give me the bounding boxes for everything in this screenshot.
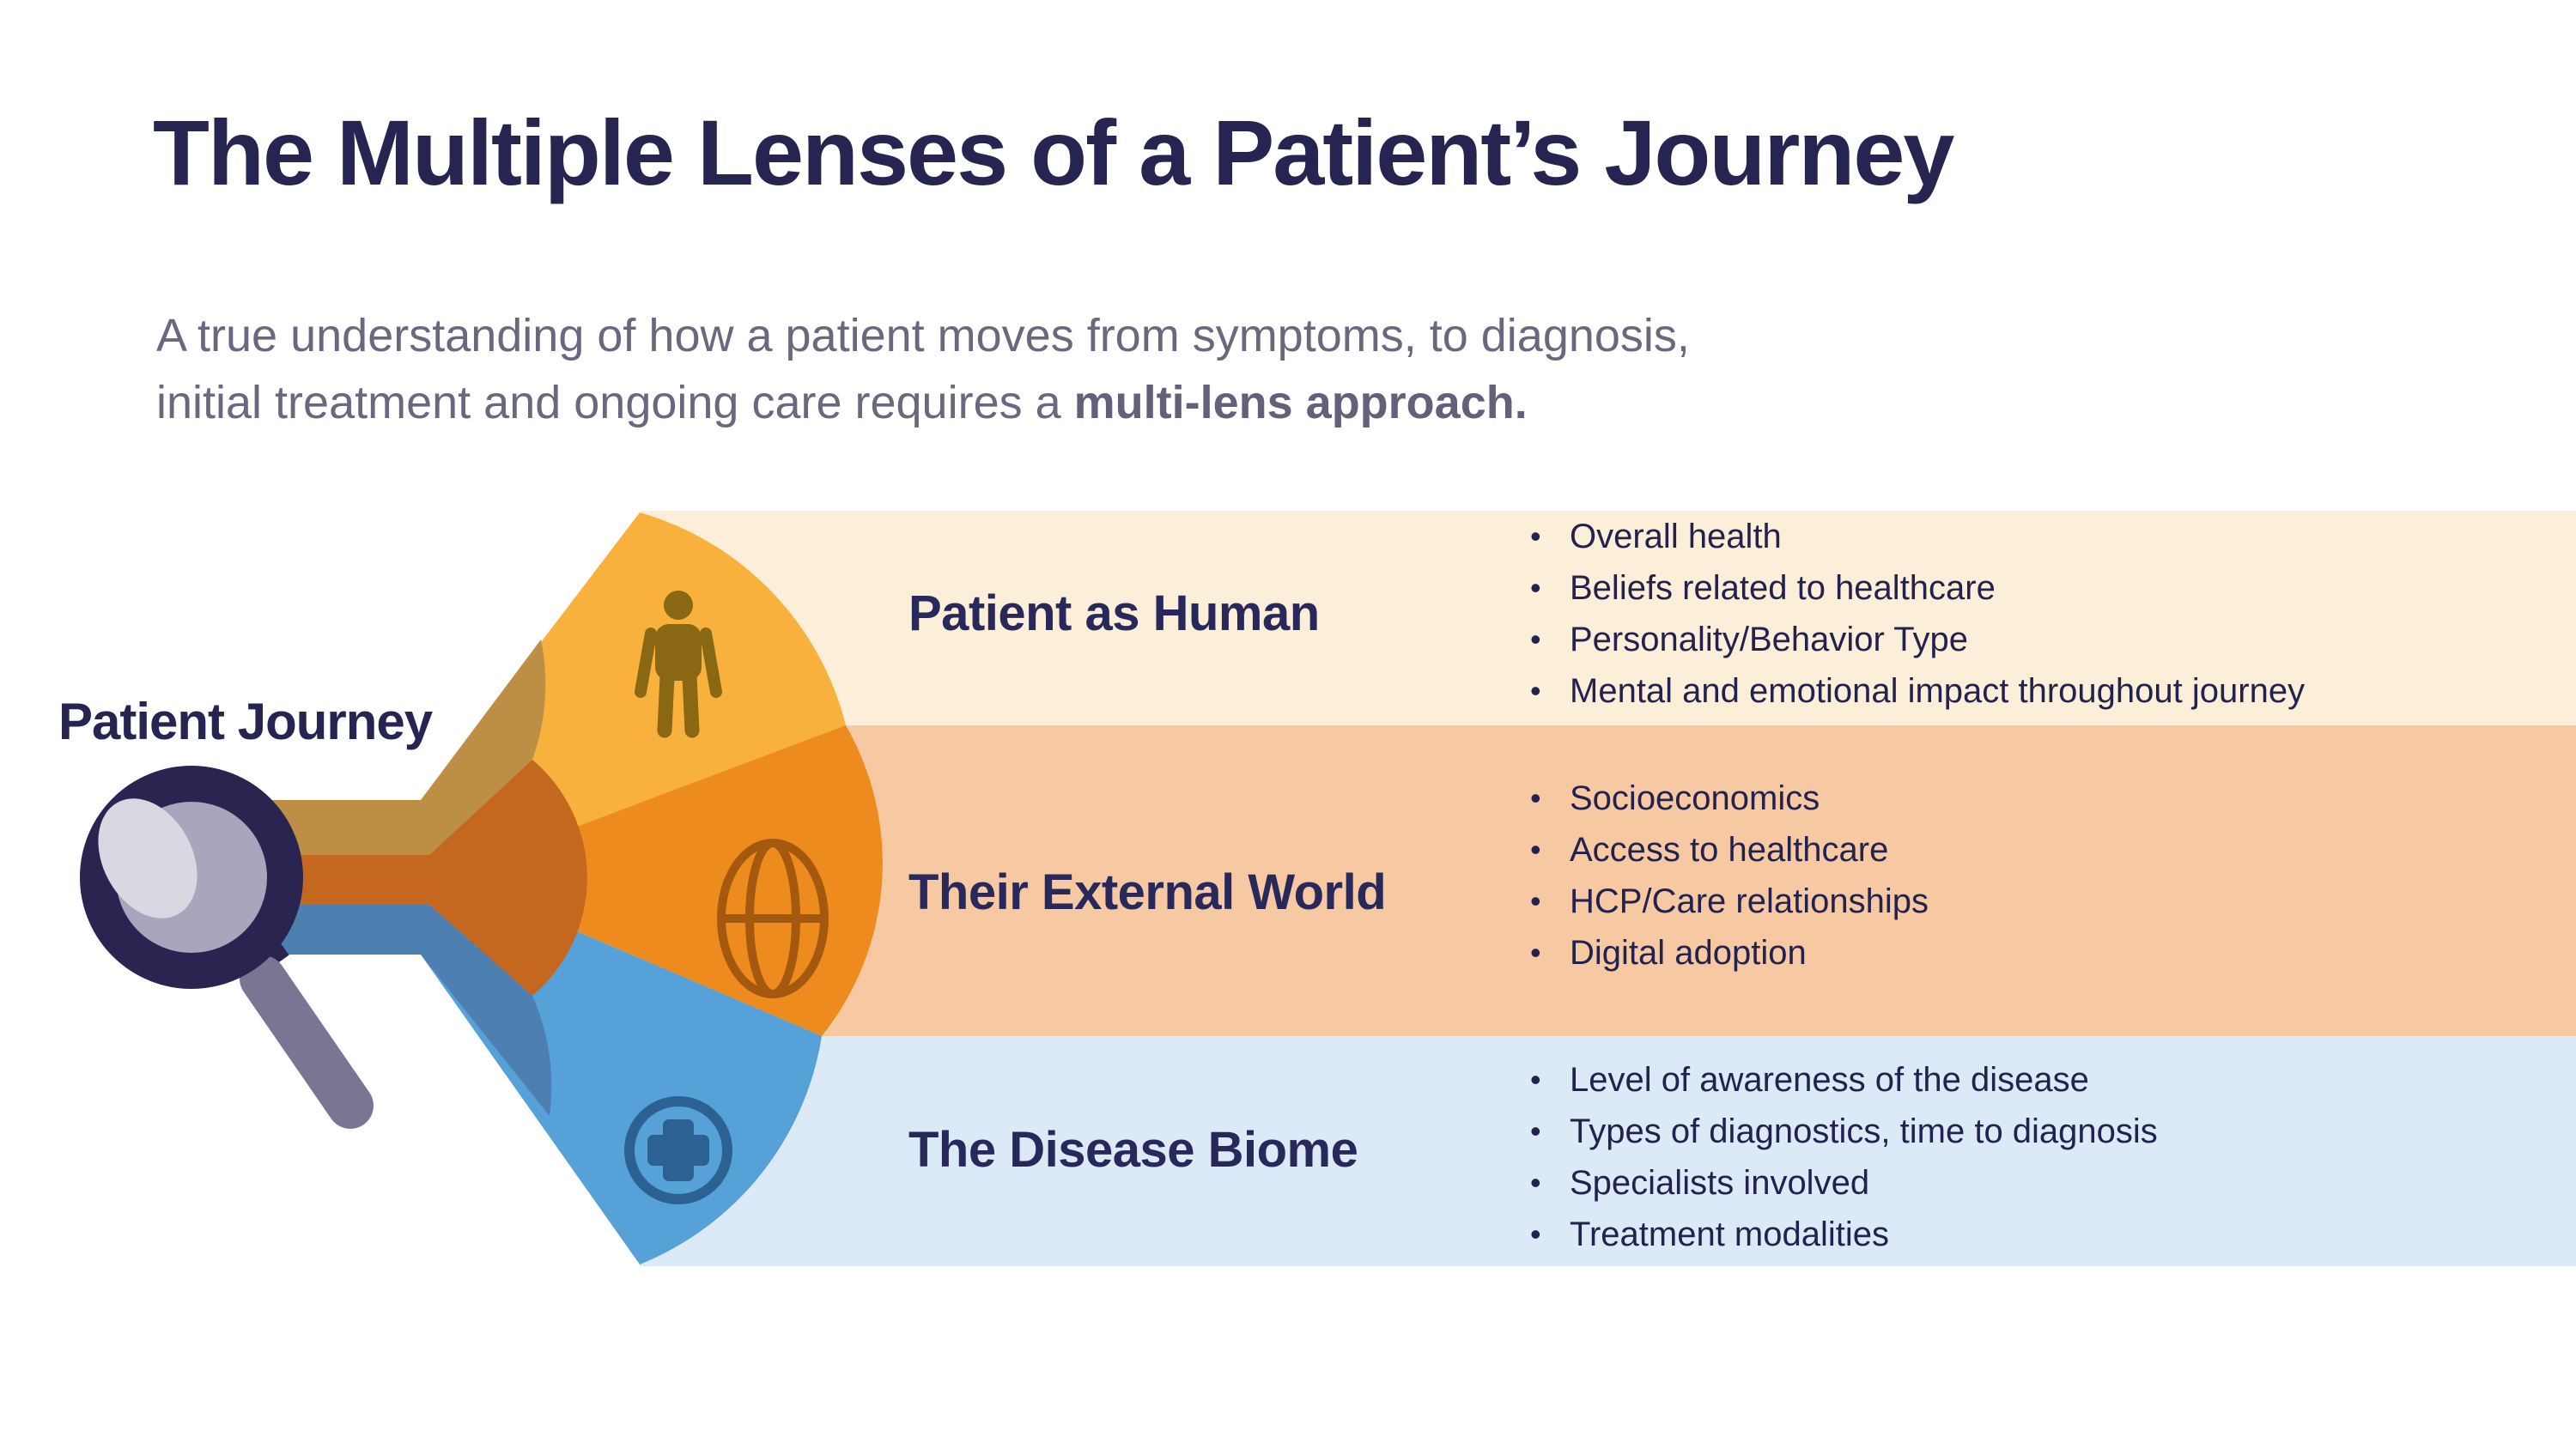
beam-their-external-world [219, 760, 587, 996]
bullet-item: Personality/Behavior Type [1528, 614, 2305, 665]
bullet-item: Socioeconomics [1528, 773, 1929, 824]
bullet-item: Treatment modalities [1528, 1209, 2158, 1260]
subtitle-line-2-bold: multi-lens approach. [1073, 377, 1528, 428]
bullet-item: Access to healthcare [1528, 824, 1929, 876]
bullet-text: Treatment modalities [1570, 1216, 1889, 1253]
bullet-text: Digital adoption [1570, 934, 1807, 972]
bullet-list-patient-as-human: Overall health Beliefs related to health… [1528, 511, 2305, 717]
wedge-their-external-world [447, 725, 883, 1036]
bullet-item: Overall health [1528, 511, 2305, 562]
subtitle-line-2-regular: initial treatment and ongoing care requi… [156, 377, 1074, 428]
beam-the-disease-biome [219, 905, 552, 1116]
lens-heading-patient-as-human: Patient as Human [908, 585, 1320, 641]
bullet-text: Personality/Behavior Type [1570, 621, 1968, 658]
bullet-text: Mental and emotional impact throughout j… [1570, 672, 2306, 710]
lens-heading-the-disease-biome: The Disease Biome [908, 1122, 1358, 1178]
magnifier-label: Patient Journey [58, 693, 433, 750]
bullet-item: Types of diagnostics, time to diagnosis [1528, 1106, 2158, 1157]
bullet-item: Digital adoption [1528, 927, 1929, 979]
subtitle-line-2: initial treatment and ongoing care requi… [156, 369, 1690, 436]
bullet-item: Mental and emotional impact throughout j… [1528, 665, 2305, 717]
medical-cross-icon [624, 1096, 732, 1204]
bullet-text: Access to healthcare [1570, 831, 1889, 869]
magnifier [80, 766, 374, 1129]
bullet-text: Socioeconomics [1570, 779, 1820, 817]
bullet-text: Types of diagnostics, time to diagnosis [1570, 1113, 2158, 1150]
bullet-list-the-disease-biome: Level of awareness of the disease Types … [1528, 1054, 2158, 1260]
subtitle: A true understanding of how a patient mo… [156, 302, 1690, 436]
bullet-text: Overall health [1570, 518, 1782, 555]
person-icon [635, 591, 722, 738]
bullet-text: Level of awareness of the disease [1570, 1061, 2089, 1099]
magnifier-handle [240, 955, 374, 1129]
bullet-text: Specialists involved [1570, 1164, 1870, 1202]
bullet-text: HCP/Care relationships [1570, 882, 1929, 920]
lens-heading-their-external-world: Their External World [908, 864, 1387, 920]
subtitle-line-1: A true understanding of how a patient mo… [156, 310, 1690, 361]
bullet-item: Specialists involved [1528, 1157, 2158, 1209]
beam-patient-as-human [219, 640, 546, 855]
bullet-text: Beliefs related to healthcare [1570, 569, 1996, 607]
bullet-item: HCP/Care relationships [1528, 876, 1929, 927]
bullet-item: Beliefs related to healthcare [1528, 562, 2305, 614]
page-title: The Multiple Lenses of a Patient’s Journ… [153, 100, 1954, 204]
magnifier-lens-highlight [98, 798, 197, 919]
globe-icon [717, 839, 829, 998]
bullet-item: Level of awareness of the disease [1528, 1054, 2158, 1106]
bullet-list-their-external-world: Socioeconomics Access to healthcare HCP/… [1528, 773, 1929, 979]
